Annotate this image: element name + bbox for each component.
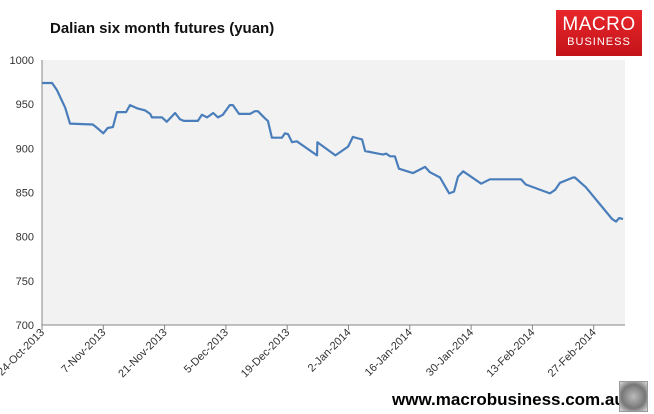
x-tick-label: 7-Nov-2013 — [59, 327, 108, 376]
macrobusiness-logo: MACRO BUSINESS — [556, 10, 642, 56]
wolf-icon — [619, 381, 648, 412]
x-tick-label: 30-Jan-2014 — [424, 327, 476, 379]
x-tick-label: 16-Jan-2014 — [363, 327, 415, 379]
x-tick-label: 2-Jan-2014 — [306, 327, 354, 375]
x-tick-label: 21-Nov-2013 — [116, 327, 169, 380]
series-line — [42, 81, 624, 223]
y-tick-label: 1000 — [10, 55, 34, 67]
watermark-url: www.macrobusiness.com.au — [392, 390, 625, 409]
y-tick-label: 850 — [16, 188, 34, 200]
x-tick-label: 13-Feb-2014 — [484, 327, 537, 380]
x-tick-label: 5-Dec-2013 — [182, 327, 231, 376]
y-tick-label: 800 — [16, 232, 34, 244]
chart-title: Dalian six month futures (yuan) — [50, 20, 275, 37]
x-tick-label: 19-Dec-2013 — [239, 327, 292, 380]
y-tick-label: 900 — [16, 143, 34, 155]
x-tick-label: 27-Feb-2014 — [546, 327, 599, 380]
logo-line2: BUSINESS — [567, 36, 631, 48]
y-tick-label: 750 — [16, 276, 34, 288]
logo-line1: MACRO — [562, 14, 636, 35]
y-tick-label: 950 — [16, 99, 34, 111]
y-tick-label: 700 — [16, 320, 34, 332]
plot-area — [42, 60, 625, 325]
x-tick-label: 24-Oct-2013 — [0, 327, 47, 379]
